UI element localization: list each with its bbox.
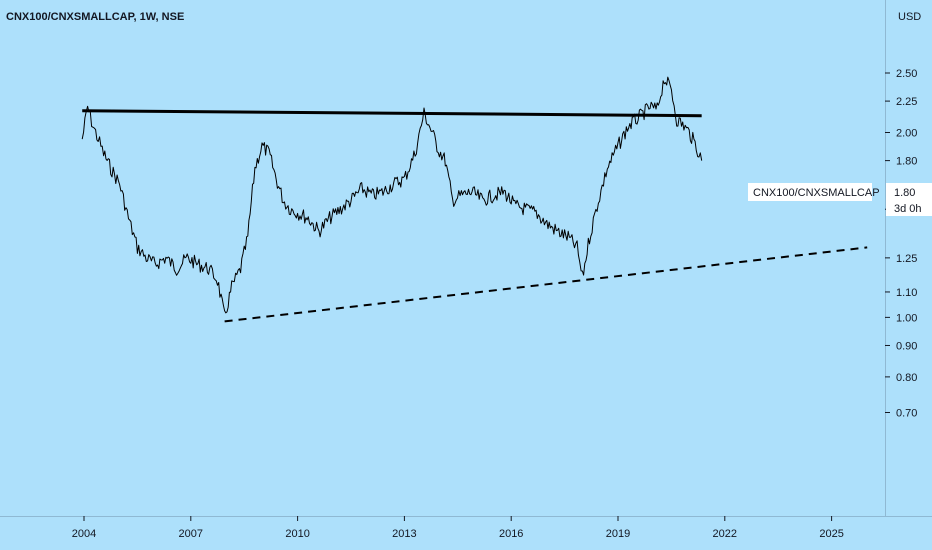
chart-title: CNX100/CNXSMALLCAP, 1W, NSE [6, 11, 184, 23]
x-tick-label: 2019 [606, 528, 630, 540]
last-price-tag: CNX100/CNXSMALLCAP 1.80 3d 0h [748, 183, 932, 216]
resistance-trendline[interactable] [82, 109, 702, 118]
y-tick-label: 1.80 [896, 156, 917, 168]
y-tick-label: 0.90 [896, 340, 917, 352]
y-tick-label: 2.50 [896, 68, 917, 80]
y-tick-label: 1.00 [896, 312, 917, 324]
y-tick-label: 2.00 [896, 128, 917, 140]
x-tick-label: 2013 [392, 528, 416, 540]
x-tick-label: 2010 [285, 528, 309, 540]
y-tick-label: 0.70 [896, 408, 917, 420]
x-tick-label: 2025 [819, 528, 843, 540]
x-tick-label: 2022 [713, 528, 737, 540]
x-tick-label: 2004 [72, 528, 96, 540]
series-layer [81, 76, 703, 314]
last-price-value-box [886, 183, 932, 201]
last-price-symbol: CNX100/CNXSMALLCAP [753, 187, 880, 199]
y-tick-label: 1.25 [896, 253, 917, 265]
price-axis-currency: USD [898, 11, 921, 23]
x-tick-label: 2016 [499, 528, 523, 540]
last-price-value: 1.80 [894, 187, 915, 199]
time-axis[interactable]: 2004 2007 2010 2013 2016 2019 2022 2025 [72, 516, 844, 540]
last-price-countdown: 3d 0h [894, 203, 922, 215]
support-trendline[interactable] [224, 246, 868, 323]
x-tick-label: 2007 [179, 528, 203, 540]
y-tick-label: 1.10 [896, 287, 917, 299]
last-price-countdown-box [886, 201, 932, 216]
y-tick-label: 2.25 [896, 96, 917, 108]
trendline-layer [82, 109, 868, 323]
y-tick-label: 0.80 [896, 372, 917, 384]
last-price-symbol-box [748, 183, 872, 201]
price-series-line [81, 76, 703, 314]
